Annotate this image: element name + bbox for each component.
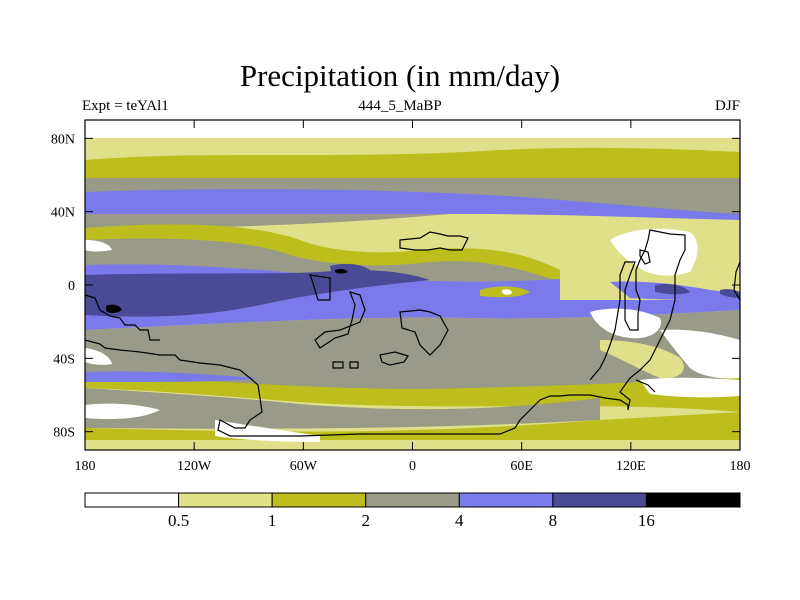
colorbar-swatch xyxy=(552,492,647,508)
coastline-outline xyxy=(309,274,331,301)
field-band xyxy=(85,189,740,220)
experiment-label: Expt = teYAl1 xyxy=(82,98,169,114)
colorbar-swatch xyxy=(365,492,460,508)
y-tick-label: 40N xyxy=(51,206,75,221)
y-tick-label: 0 xyxy=(68,279,75,294)
colorbar-level-label: 8 xyxy=(549,511,558,530)
x-tick-label: 180 xyxy=(730,459,751,474)
x-tick-label: 60W xyxy=(290,459,318,474)
field-band xyxy=(600,340,684,379)
field-band xyxy=(106,304,122,313)
y-tick-label: 80S xyxy=(53,426,75,441)
coastline-outline xyxy=(639,249,651,265)
map-field xyxy=(85,120,740,450)
field-band xyxy=(335,268,348,274)
field-band xyxy=(330,263,370,277)
coastline-outline xyxy=(349,361,359,369)
time-period-label: 444_5_MaBP xyxy=(358,98,442,114)
x-tick-label: 60E xyxy=(510,459,533,474)
x-tick-label: 120E xyxy=(616,459,646,474)
y-axis: 80N 40N 0 40S 80S xyxy=(51,132,740,441)
field-band xyxy=(502,289,512,295)
field-band xyxy=(85,147,740,178)
field-band xyxy=(85,240,112,252)
plot-title: Precipitation (in mm/day) xyxy=(239,58,561,93)
coastline-outline xyxy=(635,379,656,393)
field-band xyxy=(85,403,160,420)
coastline-outline xyxy=(399,231,469,251)
y-tick-label: 80N xyxy=(51,132,75,147)
field-band xyxy=(610,228,698,276)
y-tick-label: 40S xyxy=(53,352,75,367)
colorbar: 0.5 1 2 4 8 16 xyxy=(84,492,741,530)
colorbar-level-label: 1 xyxy=(268,511,277,530)
coastline-outline xyxy=(85,294,160,341)
coastline-outline xyxy=(733,261,740,301)
x-tick-label: 120W xyxy=(177,459,212,474)
x-tick-label: 0 xyxy=(409,459,416,474)
coastline-outline xyxy=(314,291,366,349)
coastline-outline xyxy=(379,351,409,366)
field-band xyxy=(590,308,661,339)
field-band xyxy=(655,283,690,295)
x-tick-label: 180 xyxy=(75,459,96,474)
field-band xyxy=(85,310,740,392)
season-label: DJF xyxy=(714,98,740,114)
colorbar-level-label: 0.5 xyxy=(168,511,189,530)
colorbar-swatch xyxy=(645,492,741,508)
coastlines xyxy=(85,229,740,437)
field-band xyxy=(85,371,260,382)
colorbar-level-label: 4 xyxy=(455,511,464,530)
field-band xyxy=(85,388,600,429)
field-band xyxy=(85,348,112,365)
coastline-outline xyxy=(399,309,449,356)
colorbar-swatch xyxy=(178,492,273,508)
x-axis: 180 120W 60W 0 60E 120E 180 xyxy=(75,120,751,474)
colorbar-level-label: 16 xyxy=(638,511,655,530)
colorbar-level-label: 2 xyxy=(361,511,370,530)
coastline-outline xyxy=(332,361,344,369)
field-band xyxy=(85,270,430,317)
colorbar-swatch xyxy=(271,492,367,508)
field-band xyxy=(660,329,740,379)
field-band xyxy=(85,120,740,138)
field-band xyxy=(640,377,740,398)
coastline-outline xyxy=(85,229,686,437)
colorbar-swatch xyxy=(84,492,180,508)
colorbar-swatch xyxy=(458,492,554,508)
